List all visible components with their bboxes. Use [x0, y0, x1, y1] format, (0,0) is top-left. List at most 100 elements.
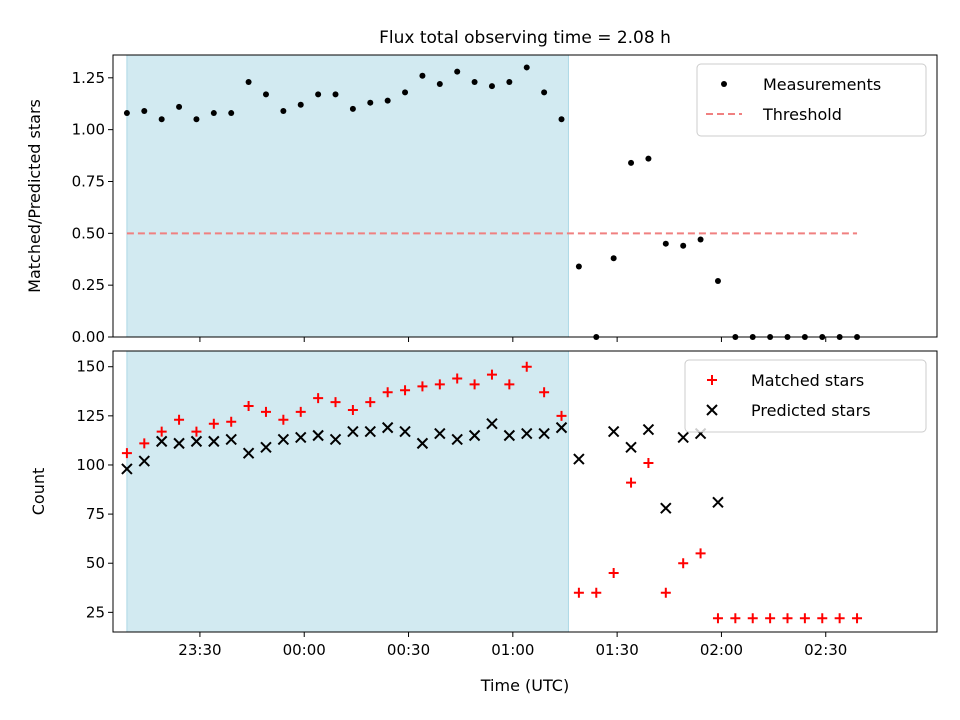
data-point [243, 401, 254, 412]
data-point [642, 423, 655, 436]
data-point [193, 116, 200, 123]
data-point [384, 97, 391, 104]
data-point [280, 107, 287, 114]
data-point [521, 427, 533, 440]
y-tick-label: 125 [76, 407, 105, 425]
data-point [643, 458, 654, 469]
data-point [556, 410, 567, 421]
data-point [367, 99, 374, 106]
data-point [558, 116, 565, 123]
data-point [607, 425, 620, 438]
data-point [245, 78, 252, 85]
data-point [260, 406, 271, 417]
data-point [765, 613, 776, 624]
data-point [313, 393, 324, 404]
legend-frame [684, 359, 927, 433]
chart-title: Flux total observing time = 2.08 h [379, 28, 671, 48]
data-point [451, 433, 463, 446]
data-point [174, 414, 185, 425]
data-point [680, 242, 687, 249]
y-tick-label: 0.00 [72, 328, 105, 346]
data-point [121, 463, 133, 475]
data-point [677, 431, 689, 444]
data-point [523, 64, 530, 71]
data-point [573, 453, 585, 465]
data-point [365, 397, 376, 408]
data-point [852, 613, 863, 624]
data-point [278, 414, 289, 425]
y-axis-label: Count [29, 468, 48, 516]
data-point [626, 477, 637, 488]
shaded-span [126, 55, 569, 337]
data-point [156, 426, 167, 437]
data-point [277, 433, 290, 446]
data-point [138, 455, 150, 467]
data-point [645, 155, 652, 162]
data-point [730, 613, 741, 624]
legend-marker [721, 81, 727, 87]
x-tick-label: 00:30 [387, 641, 430, 659]
data-point [539, 387, 550, 398]
x-tick-label: 01:30 [596, 641, 639, 659]
data-point [591, 587, 602, 598]
data-point [697, 236, 704, 243]
data-point [210, 110, 217, 117]
data-point [121, 448, 132, 459]
data-point [347, 404, 358, 415]
data-point [226, 416, 237, 427]
y-tick-label: 25 [86, 603, 105, 621]
data-point [454, 68, 461, 75]
legend-label: Threshold [762, 105, 842, 124]
data-point [242, 447, 255, 459]
data-point [332, 91, 339, 98]
data-point [573, 587, 584, 598]
data-point [782, 613, 793, 624]
data-point [312, 429, 324, 442]
legend: Measurements Threshold [696, 63, 927, 137]
data-point [417, 381, 428, 392]
x-tick-label: 02:00 [700, 641, 743, 659]
data-point [695, 548, 706, 559]
data-point [173, 437, 185, 450]
y-axis-label: Matched/Predicted stars [25, 99, 44, 293]
data-point [382, 387, 393, 398]
data-point [381, 421, 394, 434]
plot-frame [112, 54, 938, 338]
data-point [503, 429, 516, 442]
data-point [191, 426, 202, 437]
legend-marker [706, 404, 718, 416]
series-predicted-stars [121, 417, 724, 514]
data-point [260, 441, 272, 453]
data-point [225, 433, 237, 446]
legend-marker [707, 375, 717, 385]
data-point [452, 373, 463, 384]
data-point [436, 81, 443, 88]
legend-frame [696, 63, 927, 137]
x-tick-label: 00:00 [283, 641, 326, 659]
plot-frame [112, 350, 938, 633]
data-point [399, 425, 411, 438]
data-point [488, 83, 495, 90]
top-panel: 0.00 0.25 0.50 0.75 1.00 1.25 Matched/Predicte… [25, 54, 938, 346]
data-point [208, 435, 220, 448]
data-point [364, 425, 376, 438]
shaded-span [126, 351, 569, 632]
legend-label: Predicted stars [751, 401, 871, 420]
data-point [625, 441, 637, 453]
data-point [155, 435, 168, 448]
data-point [419, 72, 426, 79]
data-point [610, 255, 617, 262]
data-point [712, 496, 724, 509]
data-point [297, 101, 304, 108]
y-tick-label: 0.75 [72, 172, 105, 190]
data-point [468, 429, 481, 442]
data-point [434, 379, 445, 390]
data-point [228, 110, 235, 117]
data-point [139, 438, 150, 449]
data-point [208, 418, 219, 429]
x-tick-label: 01:00 [491, 641, 534, 659]
data-point [315, 91, 322, 98]
data-point [712, 613, 723, 624]
data-point [521, 361, 532, 372]
